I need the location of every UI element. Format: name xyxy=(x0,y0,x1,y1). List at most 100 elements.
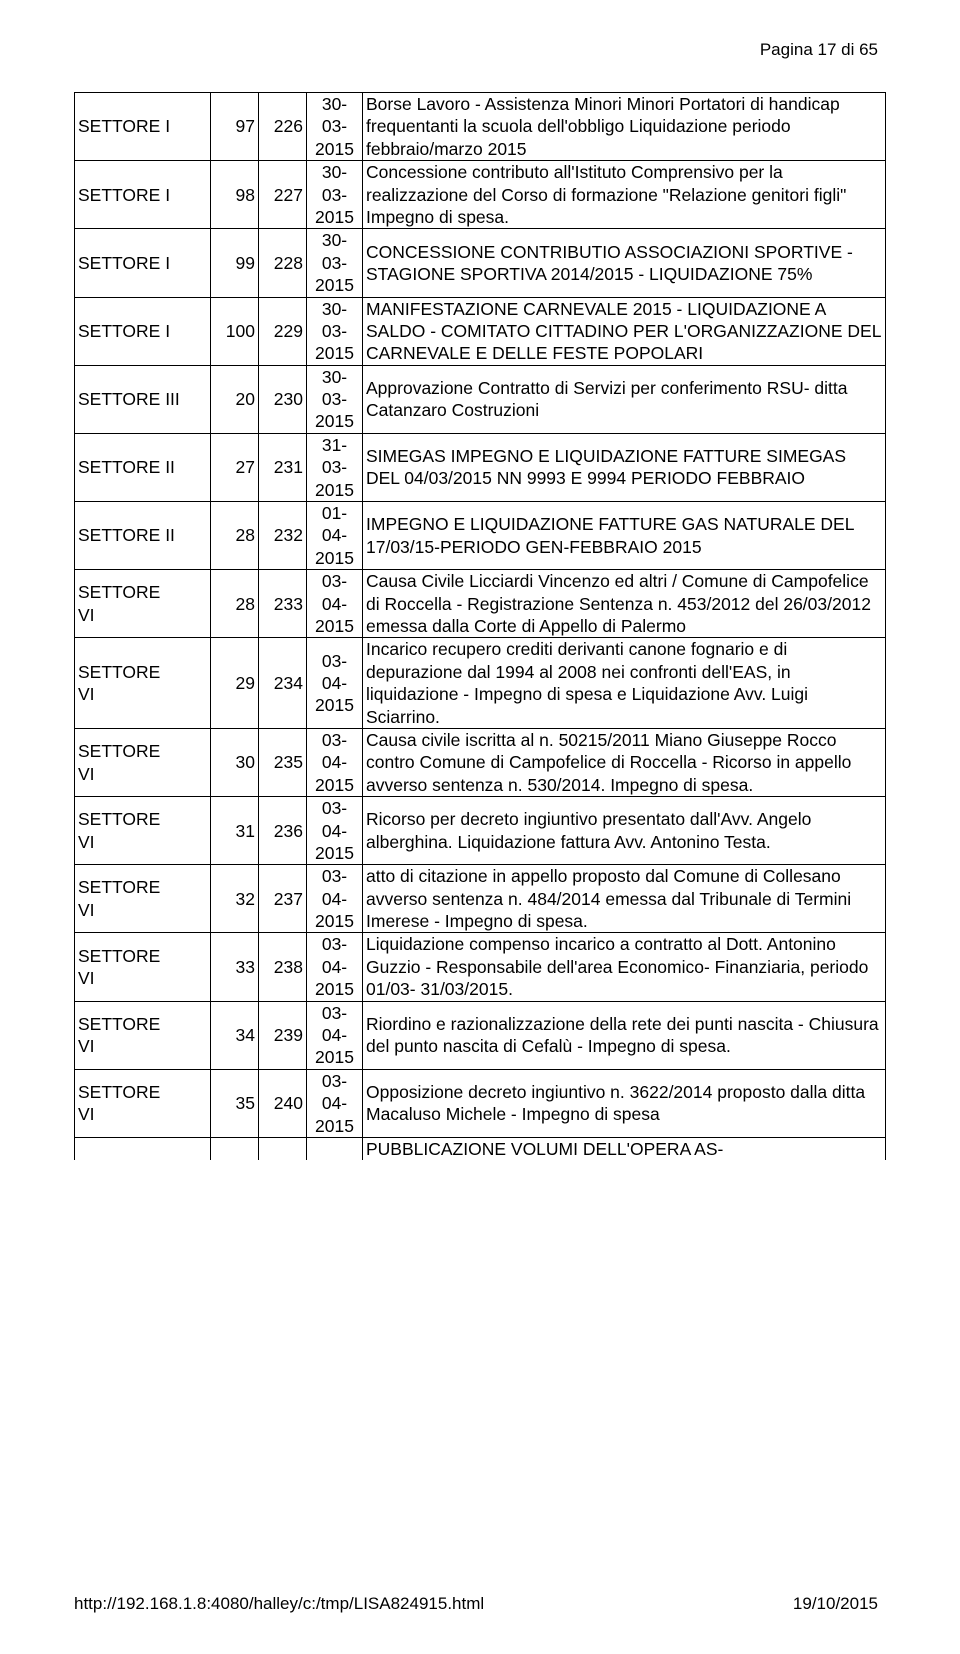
cell-description: MANIFESTAZIONE CARNEVALE 2015 - LIQUIDAZ… xyxy=(363,297,886,365)
cell-seq-2: 239 xyxy=(259,1001,307,1069)
table-row-truncated: PUBBLICAZIONE VOLUMI DELL'OPERA AS- xyxy=(75,1137,886,1160)
cell-sector: SETTORE II xyxy=(75,502,211,570)
cell-date: 03-04-2015 xyxy=(307,638,363,729)
cell-sector: SETTORE I xyxy=(75,161,211,229)
cell-seq-2: 240 xyxy=(259,1069,307,1137)
cell-seq-2: 231 xyxy=(259,433,307,501)
cell-description: Approvazione Contratto di Servizi per co… xyxy=(363,365,886,433)
page-number-header: Pagina 17 di 65 xyxy=(760,40,878,60)
cell-seq-1: 34 xyxy=(211,1001,259,1069)
cell-date: 30-03-2015 xyxy=(307,297,363,365)
cell-seq-2: 229 xyxy=(259,297,307,365)
table-row: SETTOREVI3123603-04-2015Ricorso per decr… xyxy=(75,797,886,865)
cell-seq-2: 226 xyxy=(259,93,307,161)
cell-seq-2: 230 xyxy=(259,365,307,433)
cell-seq-1: 97 xyxy=(211,93,259,161)
cell-seq-2: 227 xyxy=(259,161,307,229)
table-row: SETTOREVI2923403-04-2015Incarico recuper… xyxy=(75,638,886,729)
cell-date: 03-04-2015 xyxy=(307,865,363,933)
table-row: SETTOREVI3223703-04-2015atto di citazion… xyxy=(75,865,886,933)
cell-seq-1: 99 xyxy=(211,229,259,297)
cell-sector: SETTORE III xyxy=(75,365,211,433)
cell-description: Opposizione decreto ingiuntivo n. 3622/2… xyxy=(363,1069,886,1137)
cell-description: Ricorso per decreto ingiuntivo presentat… xyxy=(363,797,886,865)
cell-sector: SETTOREVI xyxy=(75,638,211,729)
cell-date: 03-04-2015 xyxy=(307,933,363,1001)
cell-date: 31-03-2015 xyxy=(307,433,363,501)
table-row: SETTORE I10022930-03-2015MANIFESTAZIONE … xyxy=(75,297,886,365)
cell-seq-1: 29 xyxy=(211,638,259,729)
cell-sector: SETTORE II xyxy=(75,433,211,501)
cell-seq-1: 33 xyxy=(211,933,259,1001)
cell-description: Borse Lavoro - Assistenza Minori Minori … xyxy=(363,93,886,161)
cell-seq-2: 233 xyxy=(259,570,307,638)
cell-seq-2: 234 xyxy=(259,638,307,729)
cell-description: atto di citazione in appello proposto da… xyxy=(363,865,886,933)
cell-sector: SETTOREVI xyxy=(75,933,211,1001)
determinations-table: SETTORE I9722630-03-2015Borse Lavoro - A… xyxy=(74,92,886,1160)
cell-sector: SETTORE I xyxy=(75,229,211,297)
table-row: SETTOREVI3524003-04-2015Opposizione decr… xyxy=(75,1069,886,1137)
footer-source-url: http://192.168.1.8:4080/halley/c:/tmp/LI… xyxy=(74,1594,484,1614)
cell-date: 30-03-2015 xyxy=(307,365,363,433)
cell-sector: SETTOREVI xyxy=(75,1001,211,1069)
cell-seq-2 xyxy=(259,1137,307,1160)
cell-sector: SETTORE I xyxy=(75,93,211,161)
cell-seq-1: 100 xyxy=(211,297,259,365)
cell-description: Incarico recupero crediti derivanti cano… xyxy=(363,638,886,729)
cell-date xyxy=(307,1137,363,1160)
cell-seq-1: 28 xyxy=(211,570,259,638)
cell-seq-2: 237 xyxy=(259,865,307,933)
cell-seq-2: 236 xyxy=(259,797,307,865)
cell-description: IMPEGNO E LIQUIDAZIONE FATTURE GAS NATUR… xyxy=(363,502,886,570)
cell-description: Causa civile iscritta al n. 50215/2011 M… xyxy=(363,728,886,796)
cell-seq-1 xyxy=(211,1137,259,1160)
cell-description: CONCESSIONE CONTRIBUTIO ASSOCIAZIONI SPO… xyxy=(363,229,886,297)
cell-sector: SETTOREVI xyxy=(75,797,211,865)
cell-sector: SETTOREVI xyxy=(75,728,211,796)
cell-seq-1: 30 xyxy=(211,728,259,796)
cell-description: Causa Civile Licciardi Vincenzo ed altri… xyxy=(363,570,886,638)
cell-sector xyxy=(75,1137,211,1160)
cell-seq-1: 32 xyxy=(211,865,259,933)
cell-sector: SETTOREVI xyxy=(75,570,211,638)
cell-seq-2: 232 xyxy=(259,502,307,570)
table-row: SETTORE I9822730-03-2015Concessione cont… xyxy=(75,161,886,229)
document-page: Pagina 17 di 65 SETTORE I9722630-03-2015… xyxy=(0,0,960,1654)
cell-seq-1: 20 xyxy=(211,365,259,433)
cell-seq-2: 238 xyxy=(259,933,307,1001)
cell-sector: SETTOREVI xyxy=(75,865,211,933)
footer-date: 19/10/2015 xyxy=(793,1594,878,1614)
cell-seq-1: 28 xyxy=(211,502,259,570)
table-row: SETTOREVI2823303-04-2015Causa Civile Lic… xyxy=(75,570,886,638)
table-row: SETTORE II2823201-04-2015IMPEGNO E LIQUI… xyxy=(75,502,886,570)
cell-seq-1: 27 xyxy=(211,433,259,501)
table-row: SETTORE I9922830-03-2015CONCESSIONE CONT… xyxy=(75,229,886,297)
cell-description: Riordino e razionalizzazione della rete … xyxy=(363,1001,886,1069)
table-row: SETTORE III2023030-03-2015Approvazione C… xyxy=(75,365,886,433)
cell-sector: SETTORE I xyxy=(75,297,211,365)
table-row: SETTORE I9722630-03-2015Borse Lavoro - A… xyxy=(75,93,886,161)
cell-date: 03-04-2015 xyxy=(307,570,363,638)
cell-description: Liquidazione compenso incarico a contrat… xyxy=(363,933,886,1001)
cell-seq-1: 98 xyxy=(211,161,259,229)
cell-seq-1: 31 xyxy=(211,797,259,865)
table-row: SETTOREVI3323803-04-2015Liquidazione com… xyxy=(75,933,886,1001)
cell-date: 01-04-2015 xyxy=(307,502,363,570)
cell-description: PUBBLICAZIONE VOLUMI DELL'OPERA AS- xyxy=(363,1137,886,1160)
cell-seq-2: 235 xyxy=(259,728,307,796)
cell-date: 30-03-2015 xyxy=(307,93,363,161)
cell-date: 30-03-2015 xyxy=(307,229,363,297)
cell-date: 03-04-2015 xyxy=(307,728,363,796)
cell-description: SIMEGAS IMPEGNO E LIQUIDAZIONE FATTURE S… xyxy=(363,433,886,501)
cell-seq-2: 228 xyxy=(259,229,307,297)
table-row: SETTOREVI3023503-04-2015Causa civile isc… xyxy=(75,728,886,796)
cell-seq-1: 35 xyxy=(211,1069,259,1137)
cell-date: 30-03-2015 xyxy=(307,161,363,229)
table-row: SETTORE II2723131-03-2015SIMEGAS IMPEGNO… xyxy=(75,433,886,501)
cell-sector: SETTOREVI xyxy=(75,1069,211,1137)
cell-date: 03-04-2015 xyxy=(307,797,363,865)
table-row: SETTOREVI3423903-04-2015Riordino e razio… xyxy=(75,1001,886,1069)
cell-description: Concessione contributo all'Istituto Comp… xyxy=(363,161,886,229)
cell-date: 03-04-2015 xyxy=(307,1069,363,1137)
